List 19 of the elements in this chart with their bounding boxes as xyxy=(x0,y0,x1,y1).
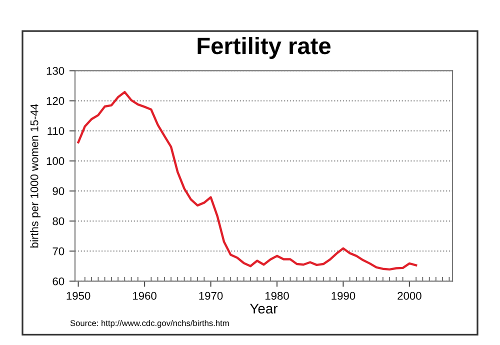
y-axis-title: births per 1000 women 15-44 xyxy=(30,104,40,248)
x-tick-label: 1950 xyxy=(66,292,90,300)
chart-title: Fertility rate xyxy=(198,36,331,59)
x-tick-label: 1990 xyxy=(332,292,356,300)
y-tick-label: 130 xyxy=(46,66,64,75)
x-tick-label: 2000 xyxy=(398,292,422,300)
x-tick-label: 1960 xyxy=(133,292,156,300)
y-tick-label: 60 xyxy=(52,277,64,286)
y-tick-label: 100 xyxy=(46,157,64,166)
y-tick-label: 70 xyxy=(52,247,64,256)
y-tick-label: 120 xyxy=(46,97,64,105)
line-series xyxy=(77,90,418,271)
y-tick-label: 90 xyxy=(52,187,64,196)
source-note: Source: http://www.cdc.gov/nchs/births.htm xyxy=(70,320,229,328)
x-axis-title: Year xyxy=(250,304,278,314)
x-tick-label: 1980 xyxy=(265,292,289,300)
y-tick-label: 110 xyxy=(48,127,64,135)
x-tick-label: 1970 xyxy=(199,292,223,300)
y-tick-label: 80 xyxy=(52,217,64,226)
